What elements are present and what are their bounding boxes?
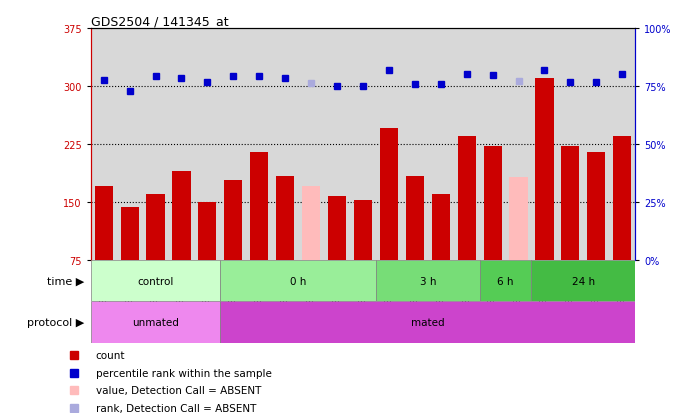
Bar xyxy=(198,202,216,260)
Bar xyxy=(431,195,450,260)
Bar xyxy=(95,187,113,260)
Bar xyxy=(276,177,295,260)
Bar xyxy=(406,177,424,260)
Bar xyxy=(91,260,221,301)
Text: 0 h: 0 h xyxy=(290,276,306,286)
Bar xyxy=(587,152,605,260)
Bar xyxy=(302,187,320,260)
Text: protocol ▶: protocol ▶ xyxy=(27,317,84,327)
Text: control: control xyxy=(138,276,174,286)
Text: count: count xyxy=(96,351,125,361)
Bar xyxy=(250,152,268,260)
Bar xyxy=(380,129,398,260)
Bar xyxy=(224,181,242,260)
Bar xyxy=(328,196,346,260)
Text: 6 h: 6 h xyxy=(497,276,514,286)
Text: mated: mated xyxy=(411,317,445,327)
Text: GDS2504 / 141345_at: GDS2504 / 141345_at xyxy=(91,15,228,28)
Text: value, Detection Call = ABSENT: value, Detection Call = ABSENT xyxy=(96,386,261,396)
Bar xyxy=(376,260,480,301)
Text: unmated: unmated xyxy=(132,317,179,327)
Text: 24 h: 24 h xyxy=(572,276,595,286)
Text: 3 h: 3 h xyxy=(419,276,436,286)
Bar xyxy=(221,301,635,343)
Bar xyxy=(480,260,531,301)
Bar xyxy=(535,79,554,260)
Bar xyxy=(484,147,502,260)
Bar xyxy=(613,137,631,260)
Text: rank, Detection Call = ABSENT: rank, Detection Call = ABSENT xyxy=(96,403,256,413)
Text: time ▶: time ▶ xyxy=(47,276,84,286)
Bar xyxy=(91,301,221,343)
Bar xyxy=(172,171,191,260)
Bar xyxy=(147,195,165,260)
Bar xyxy=(561,147,579,260)
Bar xyxy=(354,201,372,260)
Text: percentile rank within the sample: percentile rank within the sample xyxy=(96,368,272,378)
Bar xyxy=(458,137,476,260)
Bar xyxy=(531,260,635,301)
Bar xyxy=(221,260,376,301)
Bar xyxy=(121,208,139,260)
Bar xyxy=(510,178,528,260)
